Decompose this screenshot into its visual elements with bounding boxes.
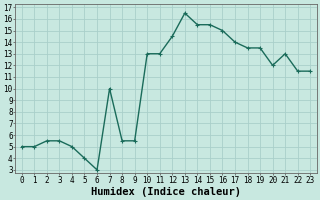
X-axis label: Humidex (Indice chaleur): Humidex (Indice chaleur) bbox=[91, 186, 241, 197]
